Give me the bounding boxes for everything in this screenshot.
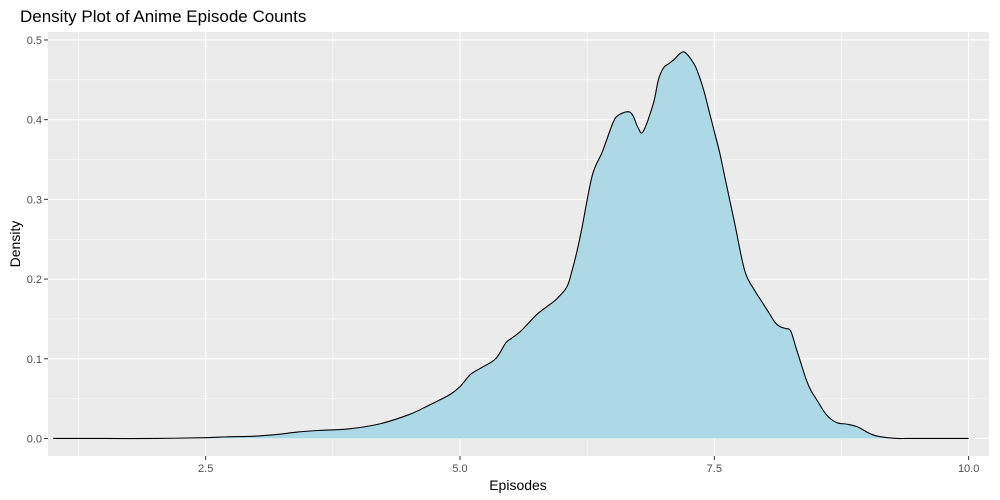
y-tick-label: 0.5	[27, 35, 42, 47]
y-tick-label: 0.3	[27, 194, 42, 206]
y-tick-label: 0.0	[27, 433, 42, 445]
y-axis-title: Density	[7, 221, 23, 268]
y-axis: 0.0 0.1 0.2 0.3 0.4 0.5	[27, 35, 48, 445]
x-tick-label: 5.0	[452, 463, 467, 475]
x-tick-label: 2.5	[198, 463, 213, 475]
density-series	[53, 51, 969, 440]
y-tick-label: 0.1	[27, 354, 42, 366]
density-area	[53, 51, 969, 439]
x-axis: 2.5 5.0 7.5 10.0	[198, 456, 979, 475]
chart-title: Density Plot of Anime Episode Counts	[20, 7, 306, 26]
x-tick-label: 10.0	[958, 463, 979, 475]
y-tick-label: 0.2	[27, 274, 42, 286]
y-tick-label: 0.4	[27, 115, 42, 127]
x-tick-label: 7.5	[707, 463, 722, 475]
x-axis-title: Episodes	[489, 477, 547, 493]
density-line	[53, 51, 969, 440]
